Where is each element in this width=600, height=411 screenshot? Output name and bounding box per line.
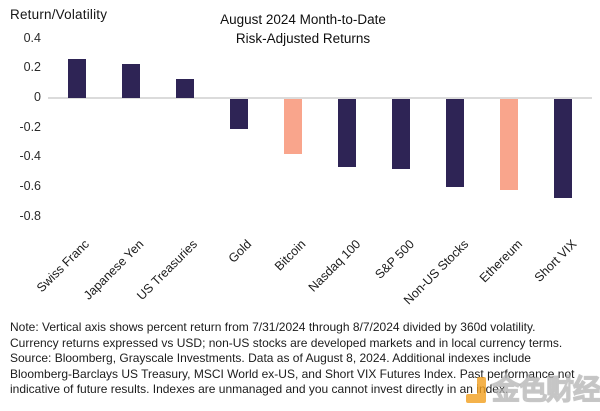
zero-axis-line [48, 97, 592, 99]
x-tick-label: Bitcoin [272, 237, 309, 274]
bar-us-treasuries [175, 78, 194, 98]
x-tick-label: Nasdaq 100 [305, 237, 363, 295]
x-tick-label: Swiss Franc [34, 237, 93, 296]
watermark-logo-shape [476, 377, 486, 403]
y-tick-label: -0.8 [19, 208, 41, 223]
bar-japanese-yen [121, 63, 140, 98]
bar-bitcoin [283, 99, 302, 154]
chart-title: August 2024 Month-to-Date Risk-Adjusted … [0, 10, 600, 48]
y-tick-label: -0.2 [19, 119, 41, 134]
x-tick-label: Gold [226, 237, 255, 266]
chart-title-line1: August 2024 Month-to-Date [220, 12, 386, 27]
footnote-line: Source: Bloomberg, Grayscale Investments… [10, 351, 531, 366]
bar-s-p-500 [392, 99, 411, 169]
footnote-line: Note: Vertical axis shows percent return… [10, 320, 536, 334]
watermark-logo-shape [466, 394, 484, 403]
bar-short-vix [554, 99, 573, 199]
y-tick-label: -0.6 [19, 179, 41, 194]
footnote: Note: Vertical axis shows percent return… [10, 320, 598, 398]
watermark-logo-icon [466, 377, 488, 403]
footnote-line: Bloomberg-Barclays US Treasury, MSCI Wor… [10, 366, 575, 381]
plot-area: 0.4 0.2 0 -0.2 -0.4 -0.6 -0.8 Swiss Franc Japane… [19, 30, 592, 307]
y-tick-label: -0.4 [19, 149, 41, 164]
x-tick-label: S&P 500 [372, 237, 417, 282]
bar-nasdaq-100 [338, 99, 356, 168]
bar-swiss-franc [67, 59, 86, 98]
bar-gold [229, 99, 248, 129]
y-axis-title: Return/Volatility [10, 7, 108, 22]
bar-non-us-stocks [446, 99, 465, 187]
watermark: 金色财经 [466, 372, 600, 408]
watermark-text: 金色财经 [491, 374, 600, 405]
y-tick-label: 0 [34, 90, 41, 104]
footnote-line: indicative of future results. Indexes ar… [10, 382, 509, 397]
x-tick-label: Short VIX [531, 237, 580, 285]
y-tick-label: 0.4 [23, 30, 41, 45]
y-tick-label: 0.2 [23, 60, 41, 75]
bar-ethereum [500, 99, 519, 190]
x-tick-label: Ethereum [476, 237, 526, 286]
chart-title-line2: Risk-Adjusted Returns [235, 31, 371, 46]
footnote-line: Currency returns expressed vs USD; non-U… [10, 335, 563, 350]
